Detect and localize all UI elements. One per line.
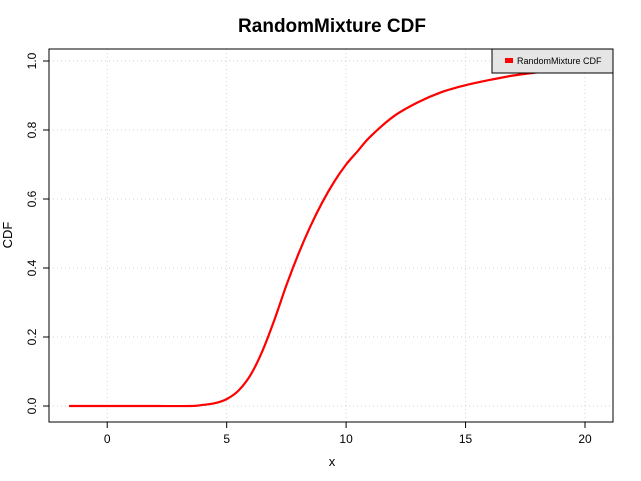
x-tick-label: 5 — [223, 432, 230, 446]
x-axis-label: x — [329, 454, 336, 469]
x-tick-label: 0 — [104, 432, 111, 446]
x-tick-label: 15 — [459, 432, 473, 446]
x-axis: 0 5 10 15 20 — [104, 422, 592, 446]
x-tick-label: 10 — [339, 432, 353, 446]
legend: RandomMixture CDF — [491, 48, 614, 74]
y-tick-label: 0.4 — [25, 259, 39, 276]
legend-label: RandomMixture CDF — [517, 56, 602, 66]
series-line — [69, 66, 586, 408]
plot-frame — [48, 48, 614, 423]
y-tick-label: 1.0 — [25, 52, 39, 69]
series-layer — [69, 66, 586, 408]
y-axis: 0.0 0.2 0.4 0.6 0.8 1.0 — [25, 52, 49, 414]
y-tick-label: 0.8 — [25, 121, 39, 138]
y-axis-label: CDF — [0, 222, 15, 249]
chart-title: RandomMixture CDF — [238, 16, 426, 37]
y-tick-label: 0.2 — [25, 328, 39, 345]
x-tick-label: 20 — [578, 432, 592, 446]
grid-layer — [49, 49, 613, 422]
y-tick-label: 0.0 — [25, 397, 39, 414]
legend-swatch — [505, 58, 513, 63]
y-tick-label: 0.6 — [25, 190, 39, 207]
